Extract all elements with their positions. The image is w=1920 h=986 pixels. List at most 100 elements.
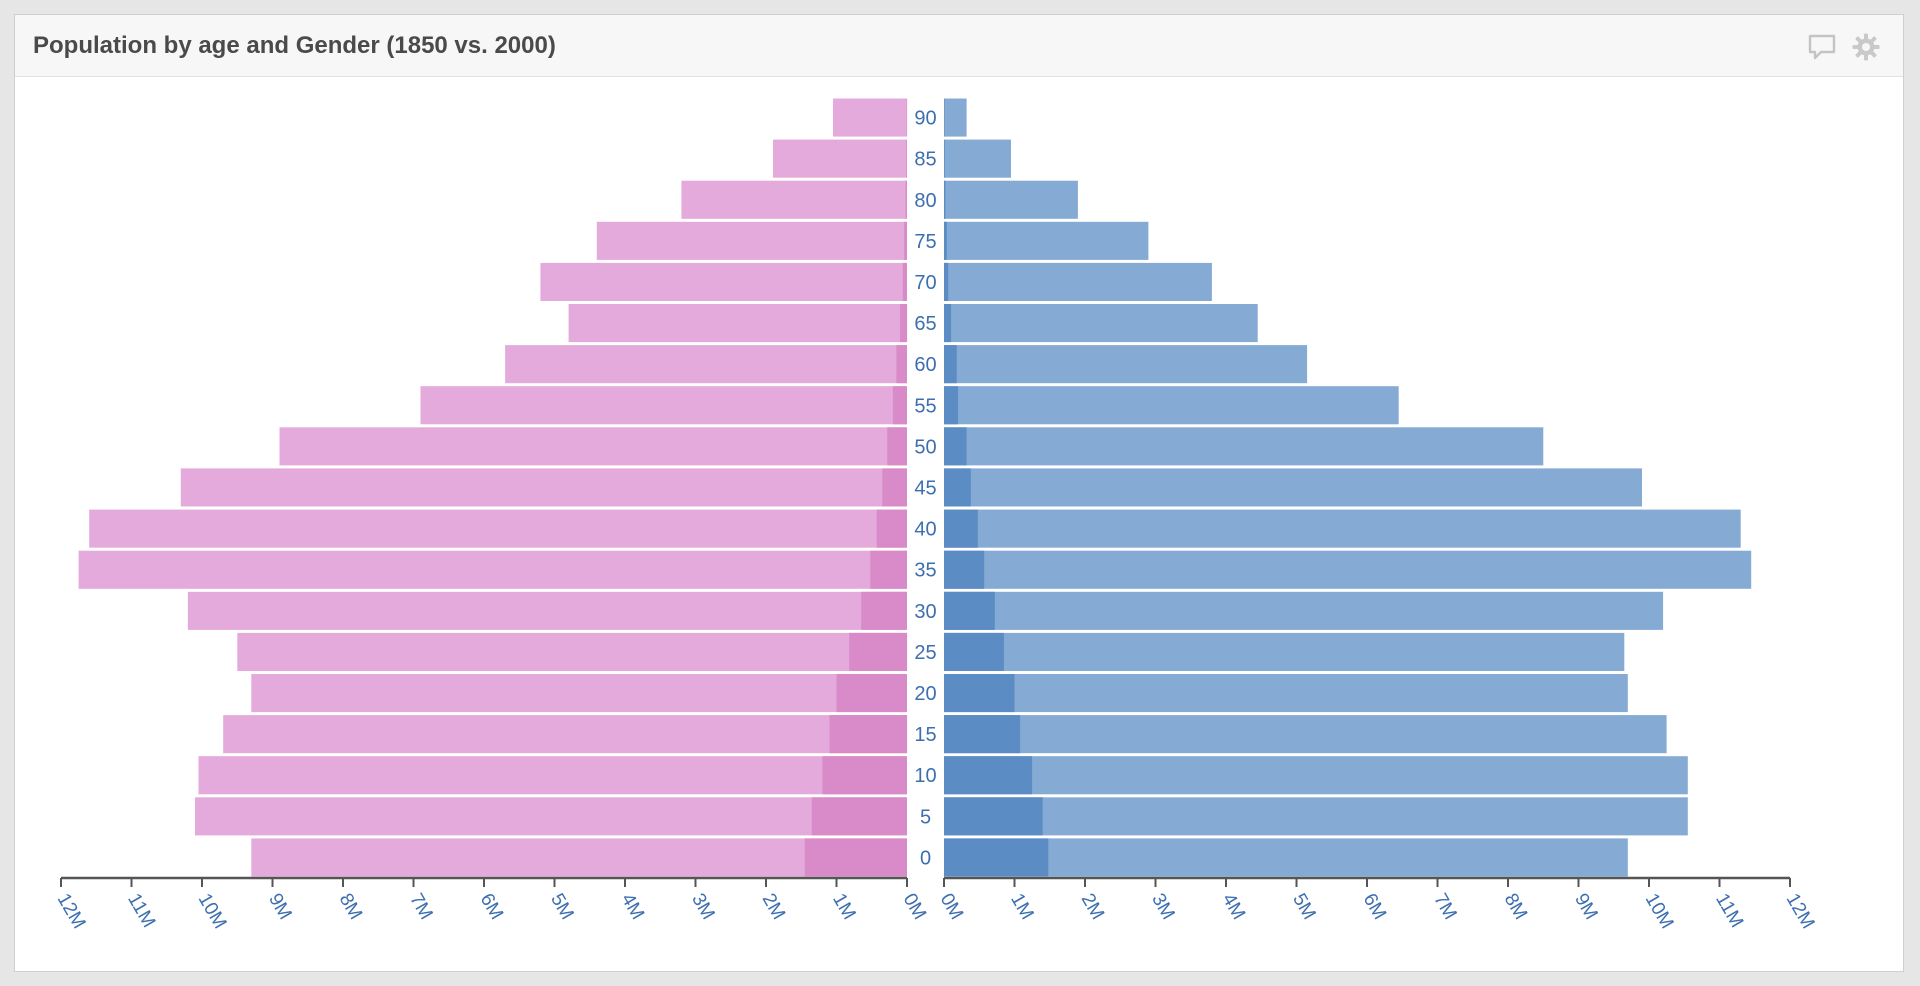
bar-right-1850-age-70	[944, 262, 949, 301]
age-label-15: 15	[914, 724, 936, 746]
bar-left-1850-age-70	[902, 262, 907, 301]
left-tick-label-11M: 11M	[123, 890, 159, 931]
bar-right-1850-age-20	[944, 674, 1015, 713]
bar-right-2000-age-50	[944, 427, 1544, 466]
age-label-40: 40	[914, 519, 936, 541]
bar-right-2000-age-65	[944, 304, 1258, 343]
panel-header: Population by age and Gender (1850 vs. 2…	[15, 15, 1903, 77]
bar-left-2000-age-10	[198, 756, 907, 795]
right-tick-label-12M: 12M	[1782, 890, 1819, 933]
bar-right-1850-age-75	[944, 221, 947, 260]
bar-left-2000-age-40	[89, 509, 907, 548]
right-tick-label-2M: 2M	[1077, 890, 1108, 923]
bar-left-1850-age-20	[836, 674, 907, 713]
left-tick-label-10M: 10M	[194, 890, 231, 933]
left-tick-label-2M: 2M	[758, 890, 789, 923]
bar-right-1850-age-15	[944, 715, 1021, 754]
bar-left-1850-age-65	[900, 304, 908, 343]
right-tick-label-6M: 6M	[1359, 890, 1390, 923]
right-tick-label-5M: 5M	[1288, 890, 1319, 923]
bar-left-2000-age-20	[251, 674, 908, 713]
comment-icon[interactable]	[1807, 32, 1837, 62]
bar-left-2000-age-75	[596, 221, 907, 260]
bar-left-1850-age-85	[906, 139, 907, 178]
age-label-90: 90	[914, 108, 936, 130]
bar-left-2000-age-35	[78, 550, 908, 589]
left-tick-label-3M: 3M	[687, 890, 718, 923]
bar-left-2000-age-85	[773, 139, 907, 178]
bar-right-1850-age-0	[944, 838, 1049, 877]
bar-right-1850-age-10	[944, 756, 1033, 795]
bar-left-2000-age-70	[540, 262, 907, 301]
chart-panel: Population by age and Gender (1850 vs. 2…	[14, 14, 1904, 972]
bar-right-1850-age-40	[944, 509, 978, 548]
bar-left-2000-age-55	[420, 386, 907, 425]
left-tick-label-12M: 12M	[53, 890, 90, 933]
bar-left-2000-age-65	[568, 304, 907, 343]
bar-right-1850-age-60	[944, 345, 957, 384]
bar-left-2000-age-90	[833, 98, 907, 137]
bar-left-1850-age-45	[882, 468, 907, 507]
left-tick-label-4M: 4M	[617, 890, 648, 923]
bar-right-1850-age-85	[944, 139, 945, 178]
bar-right-1850-age-30	[944, 591, 995, 630]
bar-left-1850-age-50	[887, 427, 907, 466]
left-tick-label-5M: 5M	[546, 890, 577, 923]
bar-left-2000-age-5	[195, 797, 907, 836]
bar-right-1850-age-45	[944, 468, 971, 507]
left-tick-label-6M: 6M	[476, 890, 507, 923]
bar-left-1850-age-25	[849, 632, 907, 671]
right-tick-label-11M: 11M	[1711, 890, 1747, 931]
age-label-25: 25	[914, 642, 936, 664]
bar-left-2000-age-45	[180, 468, 908, 507]
left-tick-label-7M: 7M	[405, 890, 436, 923]
bar-right-1850-age-5	[944, 797, 1043, 836]
bar-left-1850-age-15	[829, 715, 908, 754]
population-pyramid-chart: 0 5 10 15 20 25 30 35 40 45 50 55 60 65 70 75 80 85 90 0M 0M…	[53, 98, 1819, 933]
age-label-70: 70	[914, 272, 936, 294]
age-label-65: 65	[914, 313, 936, 335]
bar-right-1850-age-50	[944, 427, 967, 466]
bar-right-2000-age-80	[944, 180, 1078, 219]
bar-right-2000-age-25	[944, 632, 1625, 671]
bar-right-2000-age-15	[944, 715, 1667, 754]
bar-left-1850-age-80	[905, 180, 907, 219]
bar-left-2000-age-15	[223, 715, 907, 754]
bar-right-2000-age-5	[944, 797, 1688, 836]
age-label-35: 35	[914, 560, 936, 582]
right-tick-label-1M: 1M	[1006, 890, 1037, 923]
bar-left-1850-age-5	[811, 797, 907, 836]
right-tick-label-0M: 0M	[936, 890, 967, 923]
age-label-30: 30	[914, 601, 936, 623]
chart-title: Population by age and Gender (1850 vs. 2…	[33, 32, 556, 59]
bar-left-2000-age-50	[279, 427, 907, 466]
left-tick-label-0M: 0M	[899, 890, 930, 923]
bar-right-2000-age-55	[944, 386, 1399, 425]
right-tick-label-4M: 4M	[1218, 890, 1249, 923]
bar-left-1850-age-55	[892, 386, 907, 425]
bar-left-1850-age-0	[804, 838, 907, 877]
age-label-55: 55	[914, 395, 936, 417]
age-label-75: 75	[914, 231, 936, 253]
bar-left-2000-age-80	[681, 180, 907, 219]
bar-left-1850-age-30	[861, 591, 907, 630]
bar-left-2000-age-25	[237, 632, 908, 671]
bar-right-2000-age-10	[944, 756, 1688, 795]
bar-left-1850-age-60	[896, 345, 907, 384]
bar-left-1850-age-90	[906, 98, 908, 137]
right-tick-label-10M: 10M	[1641, 890, 1678, 933]
bar-right-1850-age-55	[944, 386, 959, 425]
age-label-5: 5	[920, 806, 931, 828]
age-label-45: 45	[914, 478, 936, 500]
bar-left-1850-age-35	[870, 550, 907, 589]
gear-icon[interactable]	[1851, 32, 1881, 62]
left-tick-label-9M: 9M	[264, 890, 295, 923]
right-tick-label-3M: 3M	[1147, 890, 1178, 923]
bar-right-2000-age-75	[944, 221, 1149, 260]
bar-right-1850-age-25	[944, 632, 1004, 671]
right-tick-label-9M: 9M	[1570, 890, 1601, 923]
right-tick-label-8M: 8M	[1500, 890, 1531, 923]
bar-right-2000-age-60	[944, 345, 1308, 384]
bar-right-1850-age-35	[944, 550, 985, 589]
bar-right-2000-age-20	[944, 674, 1628, 713]
